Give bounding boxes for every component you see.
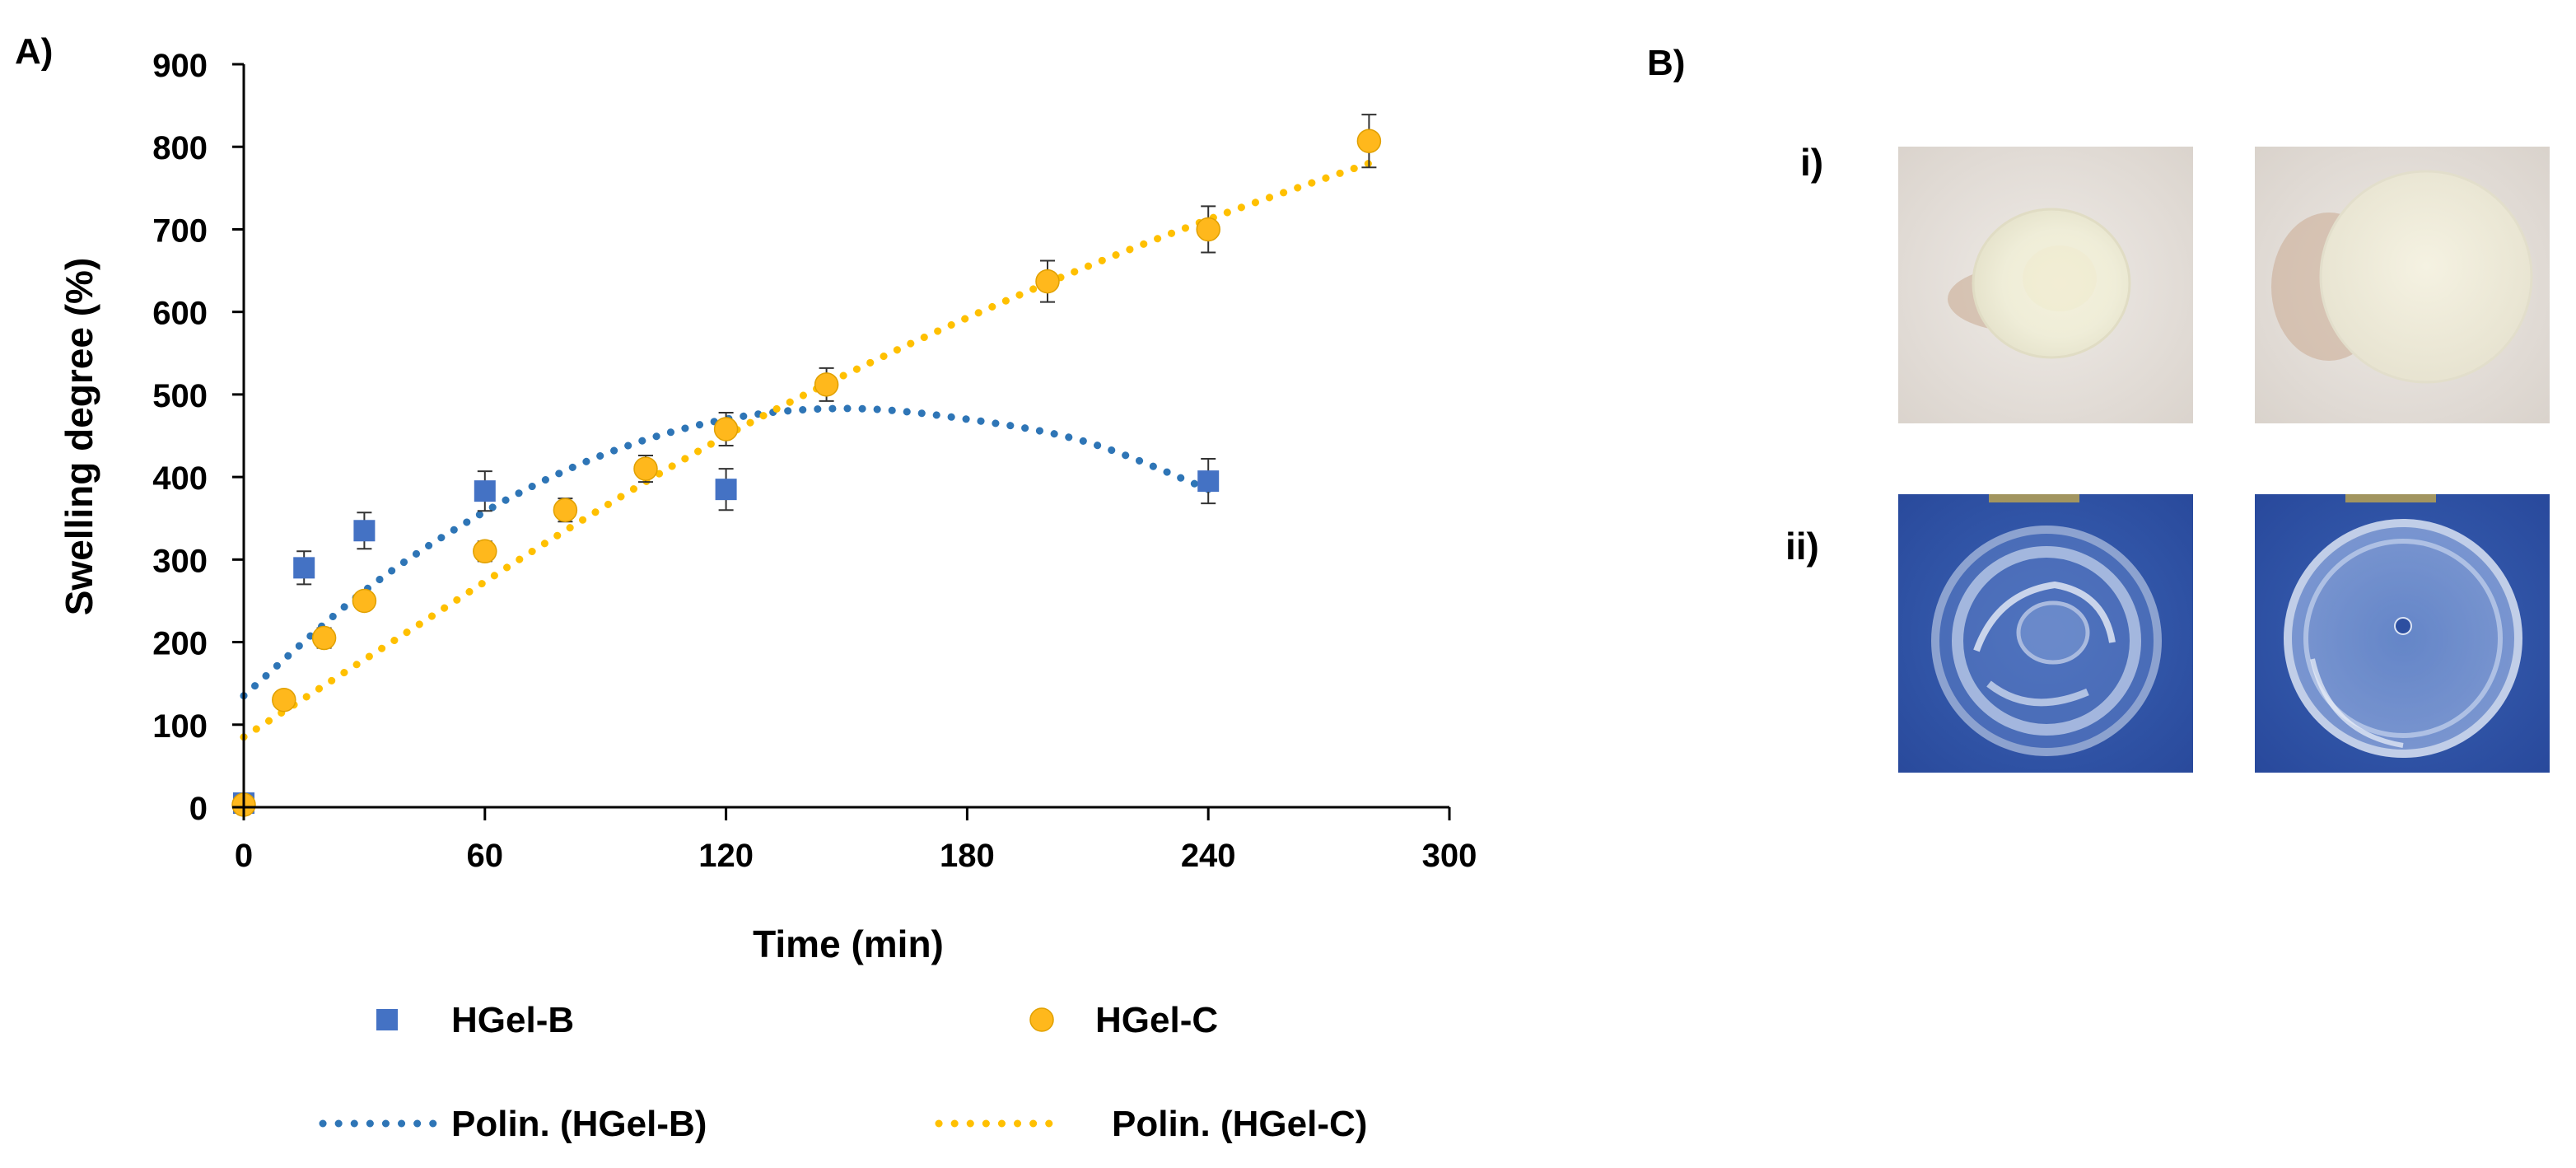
x-tick-label: 0 <box>235 838 253 874</box>
data-point-hgel-c <box>1196 217 1220 242</box>
row-label-ii: ii) <box>1785 525 1819 568</box>
data-point-hgel-c <box>352 588 377 614</box>
data-point-hgel-b <box>353 520 376 542</box>
y-tick-label: 700 <box>152 213 208 249</box>
data-point-hgel-b <box>293 557 315 579</box>
photo-clear-film-crumpled <box>1898 494 2193 773</box>
x-tick-label: 120 <box>698 838 754 874</box>
x-tick-label: 180 <box>940 838 995 874</box>
y-tick-label: 900 <box>152 48 208 84</box>
data-point-hgel-b <box>715 479 737 501</box>
x-axis-label: Time (min) <box>753 923 944 965</box>
data-point-hgel-c <box>633 456 658 481</box>
y-tick-label: 0 <box>189 791 208 827</box>
y-tick-label: 500 <box>152 378 208 414</box>
data-point-hgel-c <box>713 417 739 442</box>
data-point-hgel-c <box>311 625 337 651</box>
y-tick-label: 400 <box>152 460 208 497</box>
y-tick-label: 300 <box>152 543 208 579</box>
data-point-hgel-c <box>1356 128 1382 153</box>
y-tick-label: 100 <box>152 708 208 745</box>
row-label-i: i) <box>1800 141 1824 184</box>
data-point-hgel-c <box>553 498 578 522</box>
legend-hgel-b-label: HGel-B <box>451 1000 574 1040</box>
data-point-hgel-c <box>272 687 296 712</box>
legend-hgel-c-marker <box>1029 1007 1054 1032</box>
data-point-hgel-c <box>473 539 497 564</box>
photo-clear-film-smooth <box>2255 494 2550 773</box>
trendline-hgel-b <box>240 404 1212 700</box>
legend-trend-hgel-b-label: Polin. (HGel-B) <box>451 1104 707 1144</box>
y-tick-label: 600 <box>152 296 208 332</box>
data-point-hgel-c <box>1035 269 1060 294</box>
panel-b-label: B) <box>1647 43 1686 83</box>
data-point-hgel-b <box>1197 470 1220 493</box>
data-point-hgel-c <box>814 372 839 397</box>
y-axis-label: Swelling degree (%) <box>58 258 100 616</box>
legend-hgel-c-label: HGel-C <box>1095 1000 1218 1040</box>
trendline-hgel-c <box>240 159 1373 741</box>
panel-a-label: A) <box>15 31 54 72</box>
x-tick-label: 240 <box>1181 838 1236 874</box>
legend-hgel-b-marker <box>376 1009 398 1030</box>
y-tick-label: 800 <box>152 130 208 166</box>
data-point-hgel-b <box>474 480 496 502</box>
swelling-chart: 0 100 200 300 400 500 600 700 800 900 0 60 120 180 240… <box>58 48 1477 1144</box>
y-tick-label: 200 <box>152 626 208 662</box>
photo-white-disc-large <box>2255 147 2550 423</box>
x-tick-label: 60 <box>467 838 504 874</box>
legend-trend-hgel-c-label: Polin. (HGel-C) <box>1112 1104 1367 1144</box>
x-tick-label: 300 <box>1422 838 1477 874</box>
photo-white-disc-small <box>1898 147 2193 423</box>
